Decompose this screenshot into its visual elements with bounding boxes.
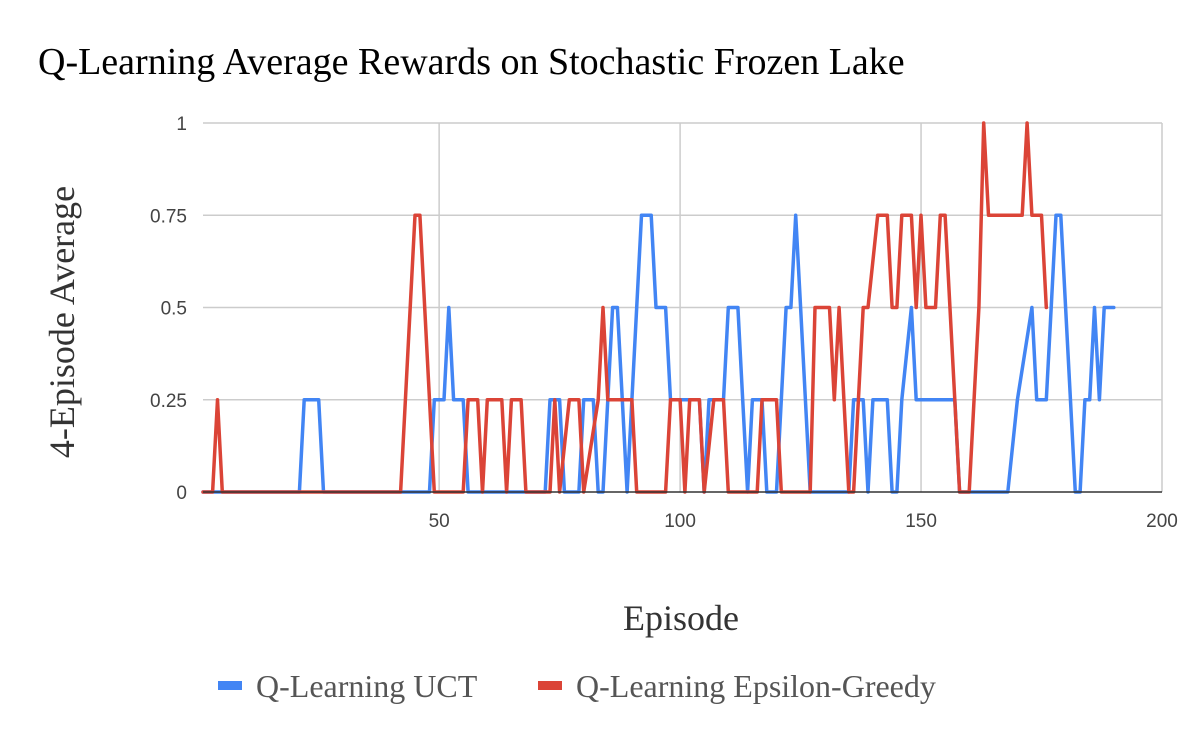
legend-label: Q-Learning UCT (256, 668, 478, 704)
x-tick-label: 200 (1146, 511, 1178, 532)
y-tick-label: 1 (176, 114, 187, 135)
y-axis-title: 4-Episode Average (42, 186, 82, 458)
y-tick-label: 0.75 (150, 206, 187, 227)
legend-swatch (538, 681, 562, 690)
x-tick-labels: 50 100 150 200 (429, 511, 1178, 532)
chart-title: Q-Learning Average Rewards on Stochastic… (38, 41, 905, 83)
y-tick-labels: 0 0.25 0.5 0.75 1 (150, 114, 187, 504)
y-tick-label: 0.5 (161, 299, 187, 320)
series-lines (201, 121, 1116, 494)
y-tick-label: 0.25 (150, 391, 187, 412)
gridlines (203, 122, 1163, 492)
x-axis-title: Episode (623, 598, 739, 638)
x-tick-label: 150 (905, 511, 937, 532)
legend: Q-Learning UCT Q-Learning Epsilon-Greedy (218, 668, 936, 704)
legend-swatch (218, 681, 242, 690)
x-tick-label: 50 (429, 511, 450, 532)
legend-label: Q-Learning Epsilon-Greedy (576, 668, 936, 704)
series-line-2 (201, 121, 1049, 494)
x-tick-label: 100 (664, 511, 696, 532)
y-tick-label: 0 (176, 483, 187, 504)
